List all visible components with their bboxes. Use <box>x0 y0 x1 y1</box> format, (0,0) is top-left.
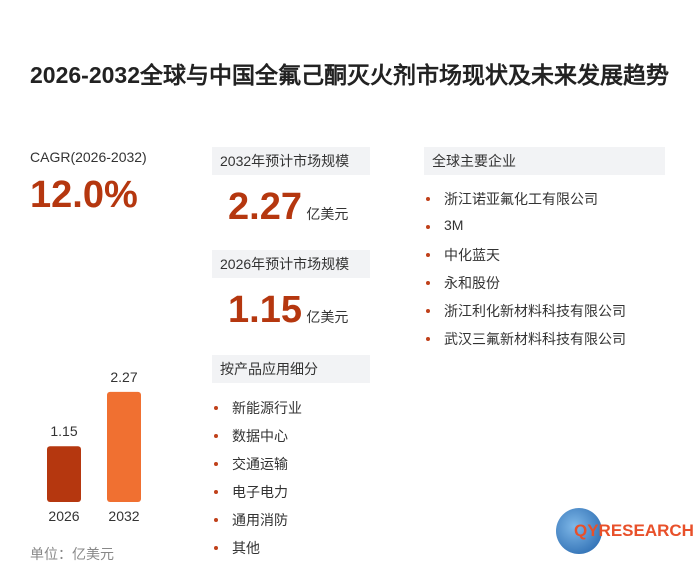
bar <box>47 446 81 502</box>
unit: 亿美元 <box>306 206 349 222</box>
category-label: 2026 <box>48 508 79 524</box>
company-item: 武汉三氟新材料科技有限公司 <box>424 329 626 349</box>
big-number: 2.27 <box>228 186 302 228</box>
forecast-value: 1.15 亿美元 <box>228 289 348 332</box>
forecast-label: 2032年预计市场规模 <box>212 147 370 175</box>
unit: 亿美元 <box>306 309 349 325</box>
segment-item: 数据中心 <box>212 426 288 446</box>
unit-note: 单位：亿美元 <box>30 546 114 562</box>
company-item: 永和股份 <box>424 273 500 293</box>
segment-item: 其他 <box>212 538 260 558</box>
company-item: 浙江利化新材料科技有限公司 <box>424 301 626 321</box>
company-item: 中化蓝天 <box>424 245 500 265</box>
companies-title: 全球主要企业 <box>424 147 665 175</box>
value-label: 2.27 <box>110 369 137 385</box>
bar <box>107 391 141 502</box>
logo-globe <box>556 508 602 554</box>
segments-title: 按产品应用细分 <box>212 355 370 383</box>
company-item: 3M <box>424 217 463 233</box>
forecast-label: 2026年预计市场规模 <box>212 250 370 278</box>
forecast-value: 2.27 亿美元 <box>228 186 348 229</box>
mini-chart: 1.15 2026 2.27 2032 <box>47 369 141 524</box>
cagr-label: CAGR(2026-2032) <box>30 149 147 165</box>
segment-item: 通用消防 <box>212 510 288 530</box>
big-number: 1.15 <box>228 289 302 331</box>
cagr-value: 12.0% <box>30 174 138 216</box>
value-label: 1.15 <box>50 423 77 439</box>
logo-text: QYRESEARCH <box>574 521 694 540</box>
title: 2026-2032全球与中国全氟己酮灭火剂市场现状及未来发展趋势 <box>30 62 669 88</box>
segment-item: 交通运输 <box>212 454 288 474</box>
category-label: 2032 <box>108 508 139 524</box>
company-item: 浙江诺亚氟化工有限公司 <box>424 189 598 209</box>
segment-item: 电子电力 <box>212 482 288 502</box>
segment-item: 新能源行业 <box>212 398 302 418</box>
